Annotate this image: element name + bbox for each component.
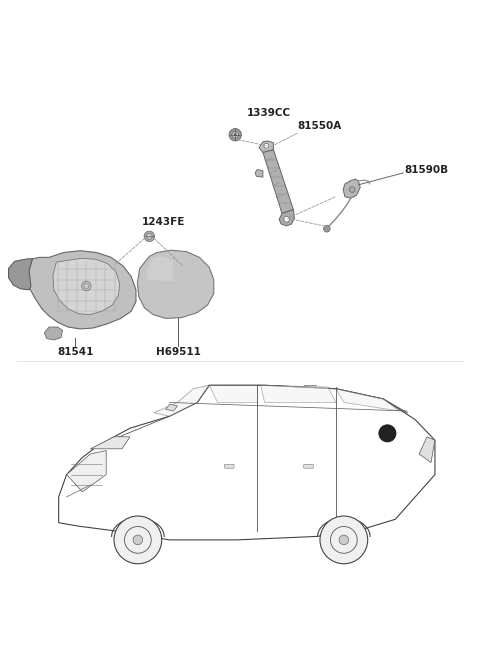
- Polygon shape: [9, 259, 33, 290]
- Text: 1243FE: 1243FE: [142, 217, 186, 227]
- Polygon shape: [209, 385, 257, 402]
- Circle shape: [82, 281, 91, 291]
- Circle shape: [124, 527, 151, 553]
- Text: 81541: 81541: [57, 347, 94, 357]
- Polygon shape: [90, 437, 130, 449]
- Circle shape: [84, 283, 89, 289]
- Text: 81590B: 81590B: [405, 165, 449, 174]
- Circle shape: [339, 535, 348, 544]
- Circle shape: [229, 129, 241, 141]
- Circle shape: [379, 425, 396, 442]
- Circle shape: [114, 516, 162, 564]
- Polygon shape: [147, 256, 173, 281]
- Polygon shape: [343, 179, 360, 198]
- Polygon shape: [44, 327, 62, 340]
- Polygon shape: [336, 389, 399, 411]
- Polygon shape: [154, 385, 209, 416]
- Polygon shape: [53, 258, 120, 315]
- Polygon shape: [279, 210, 294, 226]
- FancyBboxPatch shape: [304, 464, 313, 468]
- Circle shape: [324, 226, 330, 232]
- Polygon shape: [59, 385, 435, 540]
- Polygon shape: [137, 250, 214, 318]
- Circle shape: [264, 143, 269, 148]
- Polygon shape: [255, 169, 263, 177]
- FancyBboxPatch shape: [225, 464, 234, 468]
- Text: 1339CC: 1339CC: [247, 108, 291, 118]
- Circle shape: [284, 216, 289, 222]
- Polygon shape: [166, 404, 178, 411]
- Circle shape: [320, 516, 368, 564]
- Circle shape: [133, 535, 143, 544]
- Text: 81550A: 81550A: [297, 121, 341, 131]
- Polygon shape: [259, 141, 274, 152]
- Circle shape: [144, 231, 155, 241]
- Polygon shape: [261, 385, 336, 402]
- Circle shape: [232, 131, 239, 138]
- Circle shape: [331, 527, 357, 553]
- Polygon shape: [263, 150, 293, 213]
- Text: H69511: H69511: [156, 347, 200, 357]
- Polygon shape: [28, 251, 136, 329]
- Polygon shape: [67, 451, 106, 492]
- Polygon shape: [419, 437, 435, 462]
- Circle shape: [234, 133, 237, 136]
- Circle shape: [146, 234, 152, 239]
- Circle shape: [349, 187, 355, 192]
